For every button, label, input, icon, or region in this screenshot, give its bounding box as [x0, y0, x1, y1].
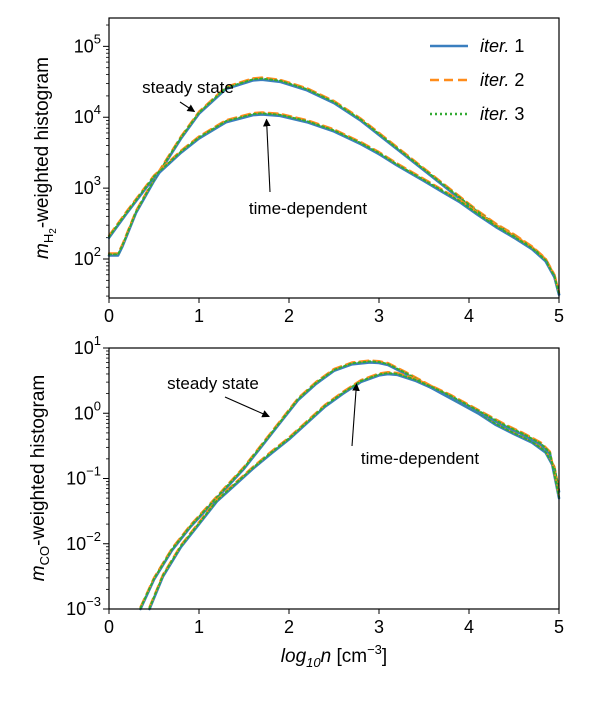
x-tick-label: 4 — [464, 617, 474, 637]
x-tick-label: 3 — [374, 617, 384, 637]
x-tick-label: 1 — [194, 306, 204, 326]
top-panel: 0 1 2 3 4 5 102 103 104 105 steady state time-depe… — [32, 17, 564, 326]
y-tick-label: 103 — [74, 173, 101, 198]
x-tick-label: 5 — [554, 617, 564, 637]
bottom-annotations: steady state time-dependent — [167, 374, 479, 468]
x-tick-label: 0 — [104, 306, 114, 326]
y-tick-label: 105 — [74, 31, 101, 56]
y-tick-label: 10−3 — [66, 594, 101, 619]
y-tick-label: 10−2 — [66, 529, 101, 554]
bottom-axis-ticks: 0 1 2 3 4 5 10−3 10−2 10−1 100 101 — [66, 333, 564, 637]
x-tick-label: 2 — [284, 306, 294, 326]
legend-label-iter-2: iter. 2 — [480, 70, 524, 90]
y-tick-label: 100 — [74, 398, 101, 423]
y-tick-label: 102 — [74, 244, 101, 269]
bottom-y-axis-label: mCO-weighted histogram — [28, 375, 52, 581]
legend-label-iter-1: iter. 1 — [480, 36, 524, 56]
series-line-time-dependent-iter-3 — [108, 112, 560, 295]
top-annotations: steady state time-dependent — [142, 78, 367, 218]
x-tick-label: 4 — [464, 306, 474, 326]
bottom-series-group — [139, 359, 561, 611]
x-tick-label: 3 — [374, 306, 384, 326]
x-tick-label: 5 — [554, 306, 564, 326]
x-axis-label: log10n [cm−3] — [281, 642, 387, 670]
series-line-time-dependent-iter-3 — [148, 372, 560, 609]
x-tick-label: 1 — [194, 617, 204, 637]
top-y-axis-label: mH2-weighted histogram — [32, 57, 59, 259]
top-plot-frame — [108, 17, 560, 299]
legend-label-iter-3: iter. 3 — [480, 104, 524, 124]
annotation-steady-state: steady state — [142, 78, 234, 97]
annotation-time-dependent: time-dependent — [361, 449, 479, 468]
bottom-plot-frame — [108, 347, 560, 610]
annotation-steady-state: steady state — [167, 374, 259, 393]
annotation-arrow — [179, 101, 196, 113]
y-tick-label: 101 — [74, 333, 101, 358]
x-tick-label: 0 — [104, 617, 114, 637]
annotation-time-dependent: time-dependent — [249, 199, 367, 218]
top-axis-ticks: 0 1 2 3 4 5 102 103 104 105 — [74, 24, 564, 326]
legend: iter. 1 iter. 2 iter. 3 — [430, 36, 524, 124]
y-tick-label: 10−1 — [66, 464, 101, 489]
bottom-panel: 0 1 2 3 4 5 10−3 10−2 10−1 100 101 steady state tim… — [28, 333, 564, 670]
annotation-arrow — [262, 118, 271, 193]
series-line-steady-state-iter-1 — [139, 361, 561, 611]
series-line-steady-state-iter-2 — [139, 359, 561, 609]
top-series-group — [107, 76, 561, 296]
annotation-arrow — [351, 383, 360, 447]
y-tick-label: 104 — [74, 102, 101, 127]
series-line-steady-state-iter-3 — [139, 360, 560, 609]
x-tick-label: 2 — [284, 617, 294, 637]
annotation-arrow — [224, 396, 270, 418]
